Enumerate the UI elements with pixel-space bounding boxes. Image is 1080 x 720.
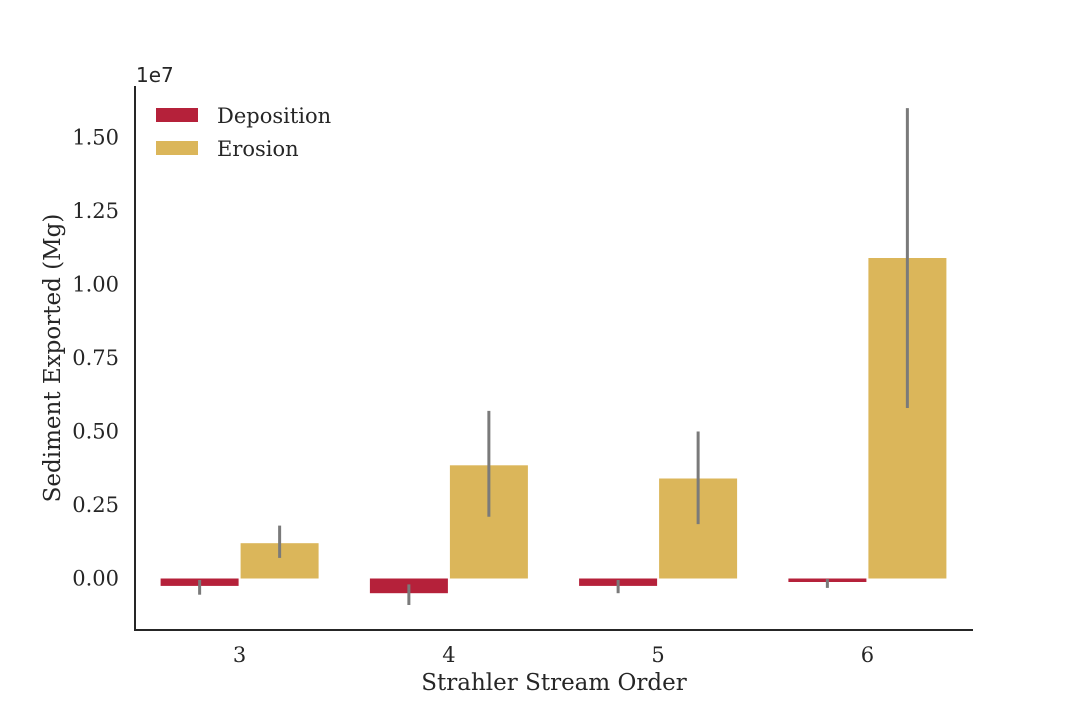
y-tick-label: 0.25 [72,493,119,517]
y-offset-label: 1e7 [136,63,174,87]
y-ticks: 0.00 0.25 0.50 0.75 1.00 1.25 1.50 [72,126,119,591]
legend-swatch-erosion [156,141,198,155]
y-tick-label: 0.00 [72,567,119,591]
y-axis-title: Sediment Exported (Mg) [40,214,66,503]
y-tick-label: 1.50 [72,126,119,150]
y-tick-label: 1.00 [72,273,119,297]
legend-label-deposition: Deposition [217,104,331,128]
x-tick-label: 6 [861,643,874,667]
legend: Deposition Erosion [156,104,331,161]
x-tick-label: 3 [233,643,246,667]
x-tick-label: 5 [651,643,664,667]
legend-swatch-deposition [156,108,198,122]
y-tick-label: 0.50 [72,420,119,444]
x-ticks: 3 4 5 6 [233,643,874,667]
legend-label-erosion: Erosion [217,137,299,161]
x-tick-label: 4 [442,643,455,667]
y-tick-label: 0.75 [72,346,119,370]
x-axis-title: Strahler Stream Order [421,670,686,696]
error-bars-layer [198,108,909,605]
y-tick-label: 1.25 [72,199,119,223]
